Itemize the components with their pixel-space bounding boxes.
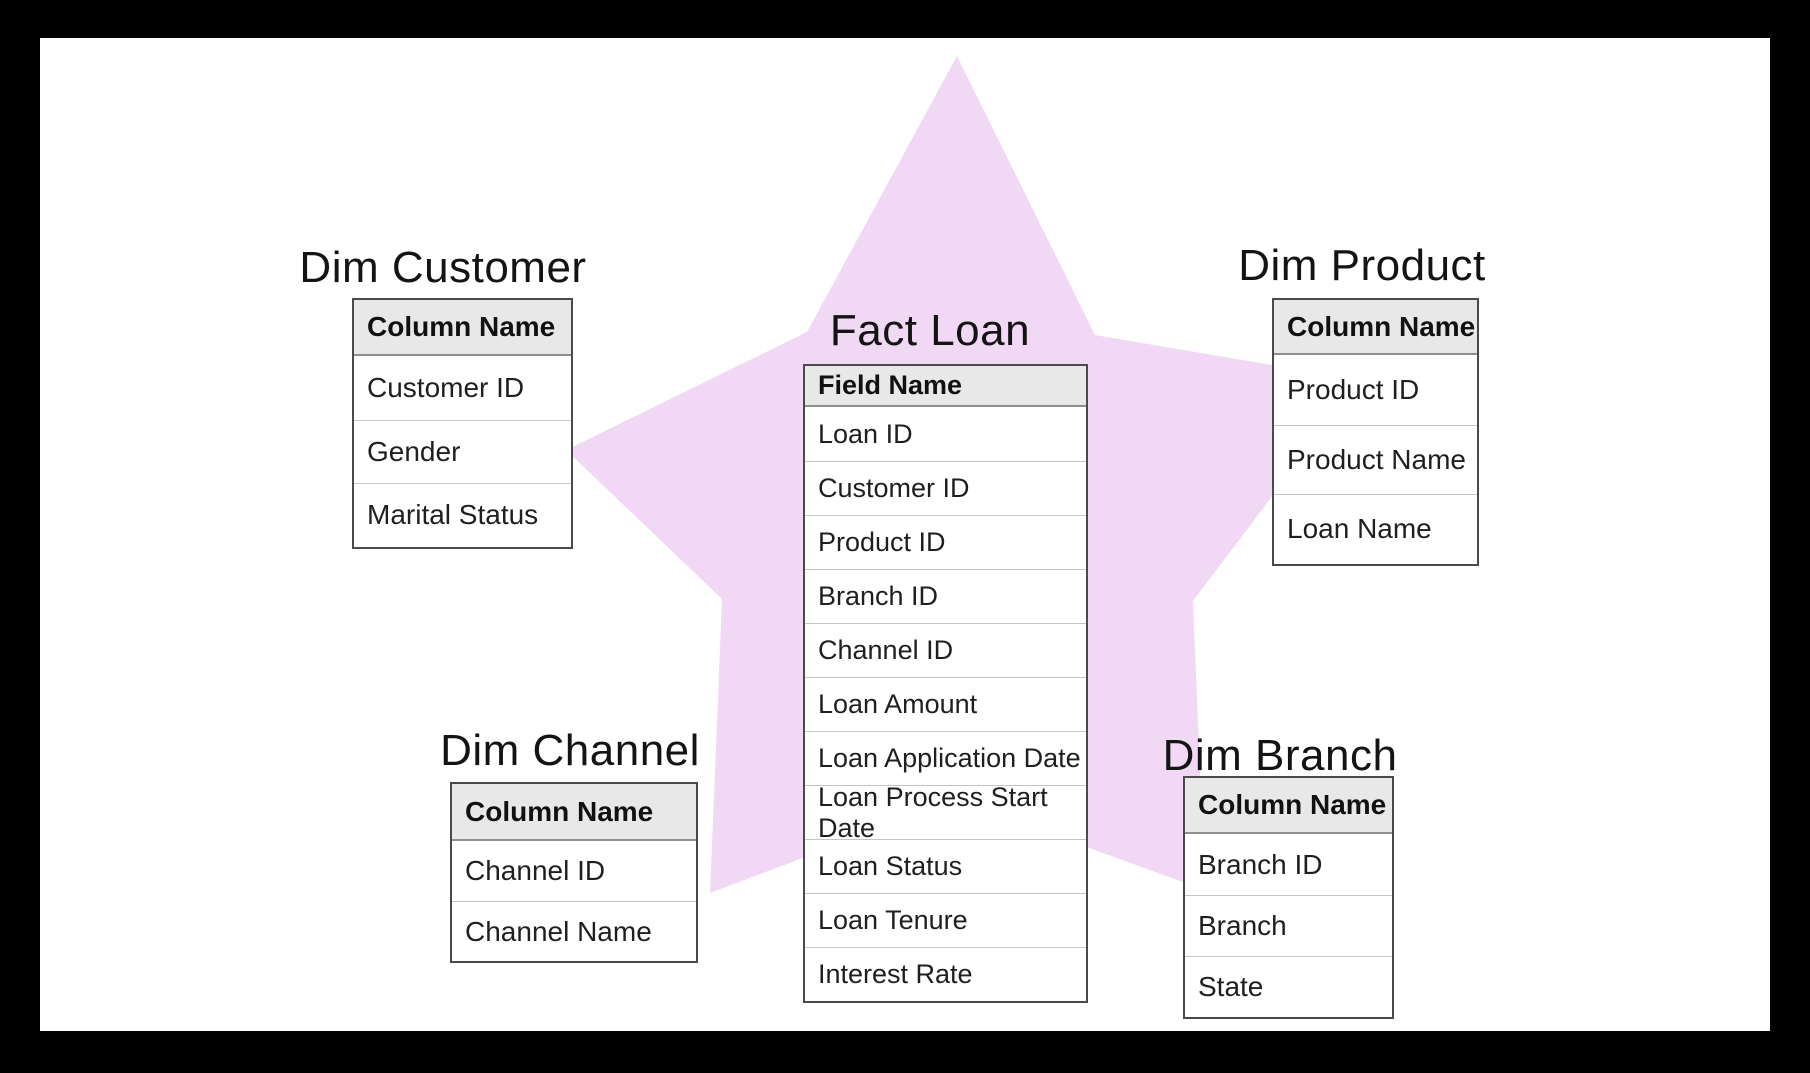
table-header: Field Name — [805, 366, 1086, 407]
table-row: Branch — [1185, 895, 1392, 956]
table-row: Interest Rate — [805, 947, 1086, 1001]
table-header: Column Name — [354, 300, 571, 356]
table-row: Loan Tenure — [805, 893, 1086, 947]
table-row: Loan Status — [805, 839, 1086, 893]
dim-channel-table: Column Name Channel ID Channel Name — [450, 782, 698, 963]
table-row: Product Name — [1274, 424, 1477, 495]
table-row: Branch ID — [805, 569, 1086, 623]
dim-branch-table: Column Name Branch ID Branch State — [1183, 776, 1394, 1019]
table-row: Customer ID — [805, 461, 1086, 515]
fact-loan-table: Field Name Loan ID Customer ID Product I… — [803, 364, 1088, 1003]
dim-product-table: Column Name Product ID Product Name Loan… — [1272, 298, 1479, 566]
table-row: Product ID — [805, 515, 1086, 569]
table-row: Loan Name — [1274, 494, 1477, 564]
table-row: Loan Process Start Date — [805, 782, 1086, 843]
table-row: Loan Application Date — [805, 731, 1086, 785]
table-row: Channel Name — [452, 901, 696, 961]
table-row: Channel ID — [465, 855, 606, 886]
dim-branch-title: Dim Branch — [1162, 731, 1398, 780]
fact-loan-title: Fact Loan — [829, 306, 1031, 355]
table-header: Column Name — [1185, 778, 1392, 834]
dim-channel-title: Dim Channel — [440, 726, 700, 775]
dim-customer-title: Dim Customer — [299, 243, 587, 292]
table-row: State — [1185, 956, 1392, 1017]
table-row: Branch ID — [1198, 848, 1323, 880]
table-row: Gender — [354, 419, 571, 484]
table-header: Column Name — [1274, 300, 1477, 355]
table-row: Loan Amount — [805, 677, 1086, 731]
table-header: Column Name — [452, 784, 696, 841]
dim-customer-table: Column Name Customer ID Gender Marital S… — [352, 298, 573, 549]
table-row: Channel ID — [805, 623, 1086, 677]
table-row: Customer ID — [367, 371, 525, 403]
dim-product-title: Dim Product — [1238, 241, 1486, 290]
table-row: Loan ID — [818, 418, 913, 449]
table-row: Marital Status — [354, 483, 571, 547]
table-row: Product ID — [1287, 373, 1420, 405]
